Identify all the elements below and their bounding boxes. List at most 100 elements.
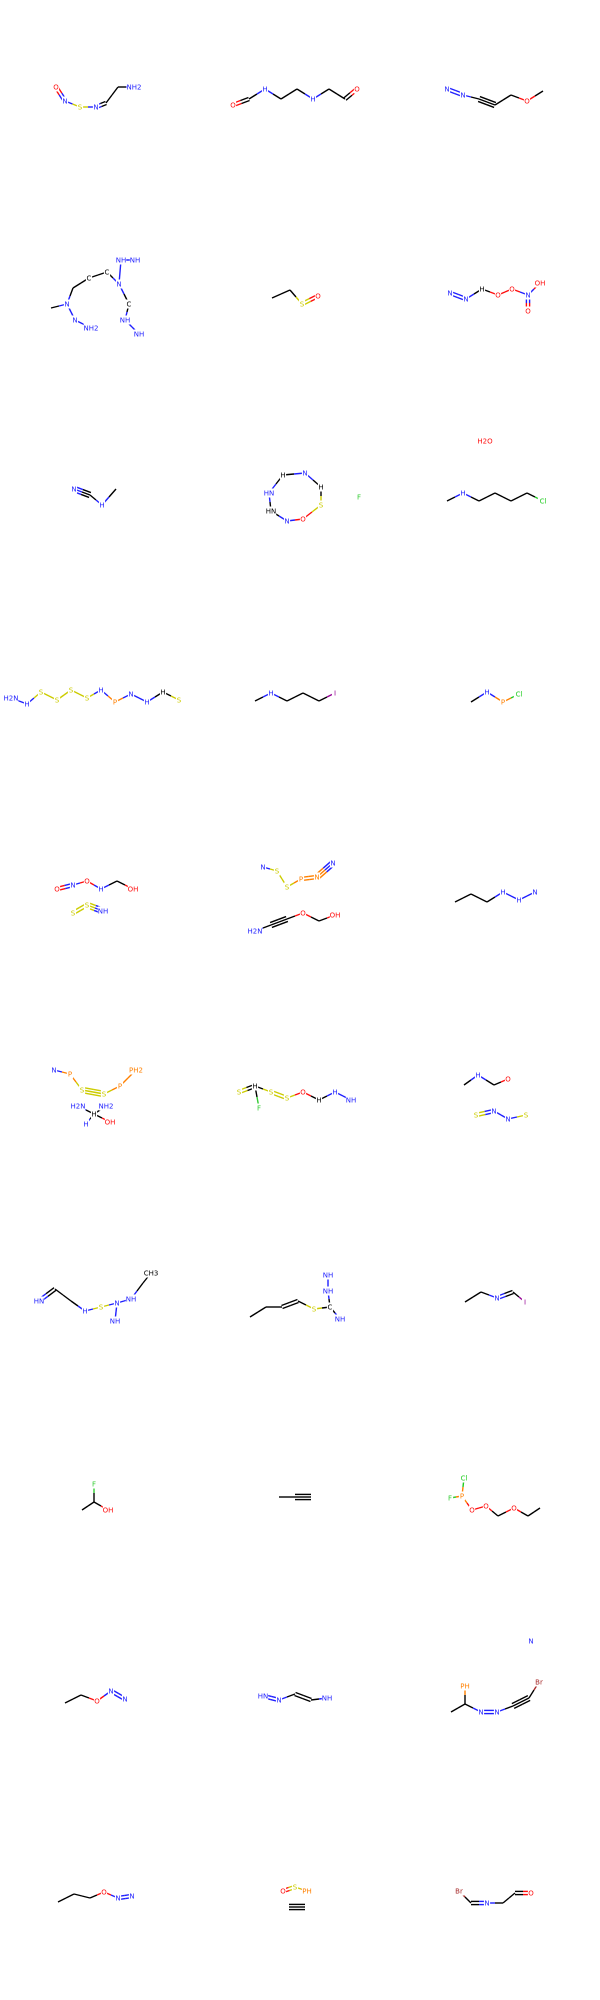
atom-label-bg <box>499 887 507 897</box>
atom-label: O <box>524 98 530 106</box>
molecule-7: NH <box>70 484 117 510</box>
bond <box>463 1079 472 1086</box>
atom-label: F <box>357 494 361 502</box>
bond <box>81 1505 89 1511</box>
atom-label-bg <box>524 290 532 300</box>
atom-label: Cl <box>540 498 547 506</box>
atom-label-bg <box>283 516 291 526</box>
atom-label: S <box>293 1884 298 1892</box>
atom-label-bg <box>458 1491 466 1501</box>
atom-label-bg <box>329 910 341 920</box>
atom-label-bg <box>97 884 105 894</box>
atom-label-bg <box>462 294 470 304</box>
atom-label-bg <box>301 1886 313 1896</box>
bond <box>493 1081 502 1086</box>
atom-label-bg <box>143 1268 159 1278</box>
bond <box>511 1699 521 1705</box>
atom-label: N <box>116 281 121 289</box>
atom-label-bg <box>107 1686 115 1696</box>
atom-label-bg <box>52 82 60 92</box>
bond <box>486 101 496 106</box>
atom-label: O <box>94 1698 100 1706</box>
atom-label-bg <box>100 1887 108 1897</box>
atom-label-bg <box>459 1681 471 1691</box>
atom-label-bg <box>100 1089 108 1099</box>
atom-label: C <box>105 269 110 277</box>
atom-label-bg <box>483 687 491 697</box>
atom-label: N <box>129 1893 134 1901</box>
bond <box>272 93 282 100</box>
bond <box>470 696 480 703</box>
bond <box>504 1289 513 1295</box>
atom-label: C <box>328 1304 333 1312</box>
bond <box>521 1699 531 1705</box>
atom-label-bg <box>515 895 523 905</box>
bond <box>81 1895 91 1899</box>
atom-label: NH <box>322 1695 333 1703</box>
atom-label-bg <box>453 1886 465 1896</box>
atom-label-bg <box>129 255 141 265</box>
atom-label-bg <box>259 862 267 872</box>
atom-label-bg <box>133 329 145 339</box>
atom-label: S <box>69 687 74 695</box>
atom-label-bg <box>265 506 277 516</box>
atom-label: H <box>160 689 165 697</box>
atom-label: Cl <box>461 1475 468 1483</box>
bond <box>457 1703 466 1709</box>
atom-label: N <box>51 1067 56 1075</box>
atom-label: OH <box>535 280 546 288</box>
atom-label-bg <box>345 1095 357 1105</box>
atom-label-bg <box>255 1103 263 1113</box>
atom-label-bg <box>83 876 91 886</box>
atom-label-bg <box>114 1893 122 1903</box>
atom-label-bg <box>83 323 99 333</box>
atom-label: N <box>484 1900 489 1908</box>
atom-label-bg <box>127 689 135 699</box>
bond <box>510 496 520 502</box>
bond <box>278 696 288 702</box>
atom-label: C <box>87 275 92 283</box>
molecule-29: O S PH <box>279 1882 313 1911</box>
bond <box>101 103 107 108</box>
atom-label-bg <box>443 84 451 94</box>
atom-label: O <box>53 84 59 92</box>
atom-label: N <box>444 86 449 94</box>
atom-label: H2O <box>477 438 493 446</box>
atom-label-bg <box>482 1501 490 1511</box>
atom-label: O <box>300 1089 306 1097</box>
molecule-25: ONN <box>64 1686 129 1706</box>
atom-label-bg <box>70 484 78 494</box>
atom-label-bg <box>279 470 287 480</box>
bond <box>310 916 320 922</box>
atom-label-bg <box>537 496 549 506</box>
atom-label-bg <box>315 1095 323 1105</box>
atom-label: S <box>71 910 76 918</box>
atom-label: S <box>269 1089 274 1097</box>
bond <box>526 492 536 498</box>
bond <box>343 92 351 99</box>
atom-label-bg <box>321 1693 333 1703</box>
atom-label: N <box>284 518 289 526</box>
atom-label-bg <box>267 688 275 698</box>
atom-label-bg <box>119 315 131 325</box>
bond <box>502 1897 510 1904</box>
atom-label: N <box>447 290 452 298</box>
atom-label-bg <box>493 1707 501 1717</box>
atom-label: P <box>460 1493 464 1501</box>
atom-label: S <box>85 695 90 703</box>
atom-label-bg <box>508 284 516 294</box>
atom-label: OH <box>128 886 139 894</box>
molecule-14: N SS P N N H2N O OH <box>248 858 341 936</box>
bond <box>100 100 106 105</box>
atom-label-bg <box>322 1286 334 1296</box>
bond <box>116 880 126 886</box>
bond <box>502 496 512 502</box>
bond <box>72 282 82 289</box>
atom-label: F <box>92 1481 96 1489</box>
bond <box>533 1507 541 1513</box>
atom-label-bg <box>510 1503 518 1513</box>
bond <box>497 1511 507 1517</box>
atom-label-bg <box>90 1109 98 1119</box>
